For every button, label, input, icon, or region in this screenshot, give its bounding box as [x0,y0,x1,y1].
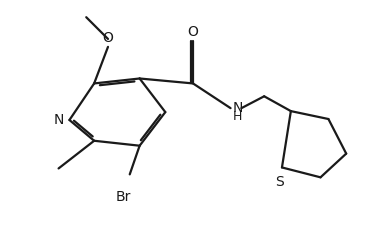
Text: O: O [103,31,113,45]
Text: O: O [188,25,198,39]
Text: N: N [53,113,64,127]
Text: Br: Br [116,190,132,204]
Text: N: N [232,101,243,115]
Text: H: H [232,110,242,123]
Text: S: S [276,175,284,189]
